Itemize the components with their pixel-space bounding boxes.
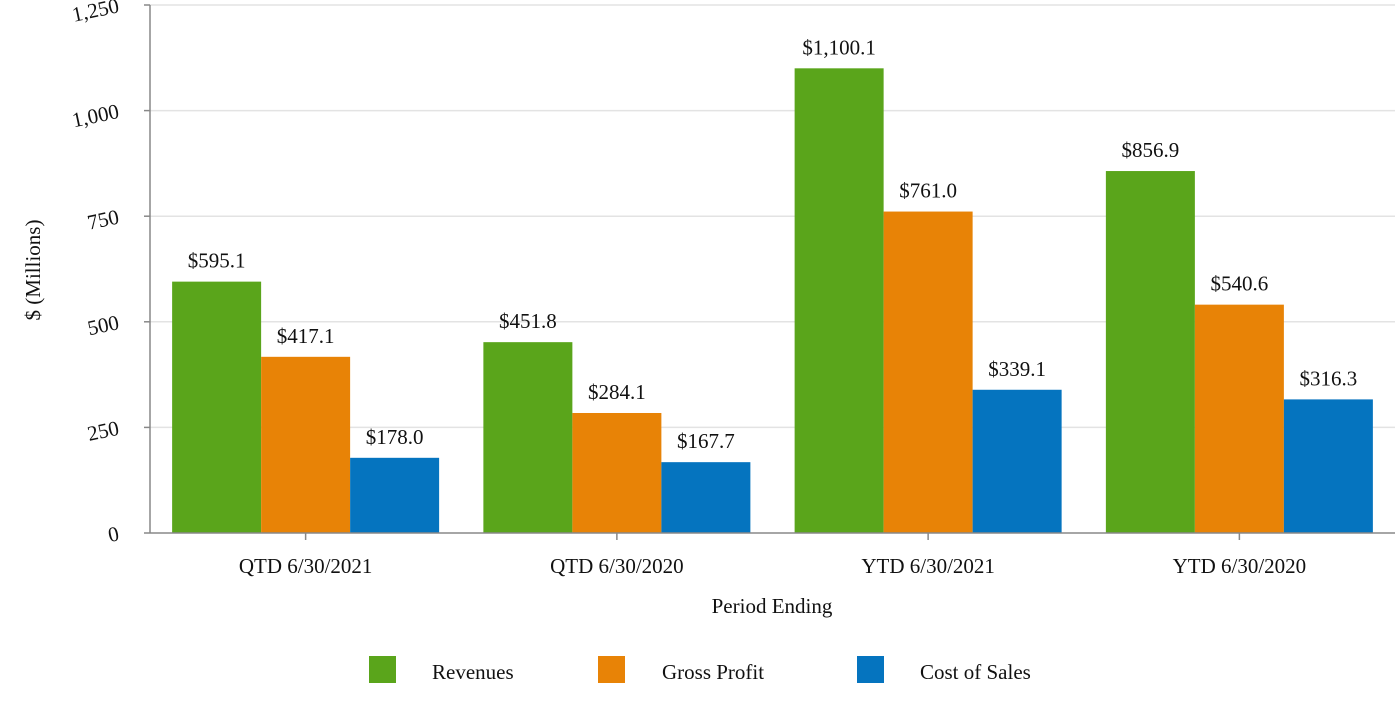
x-tick-label: QTD 6/30/2020: [550, 554, 684, 578]
legend: Revenues Gross Profit Cost of Sales: [369, 656, 1031, 684]
bar-gross-profit: [261, 356, 351, 533]
bar-revenues: [483, 342, 573, 533]
bar-cost-of-sales: [661, 462, 751, 533]
data-label: $417.1: [277, 324, 335, 348]
y-tick-label: 750: [85, 205, 121, 235]
bar-cost-of-sales: [1283, 399, 1373, 533]
bar-revenues: [172, 281, 262, 533]
bar-revenues: [1105, 171, 1195, 533]
data-label: $284.1: [588, 380, 646, 404]
data-label: $856.9: [1122, 138, 1180, 162]
data-label: $761.0: [899, 179, 957, 203]
x-axis-title: Period Ending: [712, 594, 833, 618]
bar-cost-of-sales: [350, 457, 440, 533]
legend-label: Gross Profit: [662, 660, 764, 684]
bar-gross-profit: [572, 412, 662, 533]
data-label: $540.6: [1211, 272, 1269, 296]
legend-swatch: [369, 656, 396, 683]
bar-revenues: [794, 68, 884, 534]
legend-swatch: [598, 656, 625, 683]
legend-label: Revenues: [432, 660, 514, 684]
data-label: $1,100.1: [802, 35, 876, 59]
y-tick-label: 1,250: [70, 0, 121, 27]
legend-swatch: [857, 656, 884, 683]
data-label: $178.0: [366, 425, 424, 449]
y-tick-label: 0: [106, 521, 121, 547]
data-label: $316.3: [1300, 366, 1358, 390]
y-tick-label: 1,000: [70, 99, 121, 132]
y-tick-label: 250: [85, 416, 121, 446]
y-tick-label: 500: [85, 310, 121, 340]
bar-gross-profit: [883, 211, 973, 534]
bars-layer: [172, 68, 1373, 534]
data-labels-layer: $595.1 $417.1 $178.0 $451.8 $284.1 $167.7 $1,1…: [188, 35, 1358, 453]
data-label: $339.1: [988, 357, 1046, 381]
x-tick-label: YTD 6/30/2020: [1173, 554, 1307, 578]
data-label: $451.8: [499, 309, 557, 333]
bar-gross-profit: [1194, 304, 1284, 533]
legend-label: Cost of Sales: [920, 660, 1031, 684]
axes-layer: 0 250 500 750 1,000 1,250 QTD 6/30/2021 QTD 6/3…: [70, 0, 1395, 578]
y-axis-title: $ (Millions): [21, 220, 45, 321]
data-label: $167.7: [677, 429, 735, 453]
bar-cost-of-sales: [972, 389, 1062, 533]
data-label: $595.1: [188, 249, 246, 273]
x-tick-label: YTD 6/30/2021: [861, 554, 995, 578]
x-tick-label: QTD 6/30/2021: [239, 554, 373, 578]
